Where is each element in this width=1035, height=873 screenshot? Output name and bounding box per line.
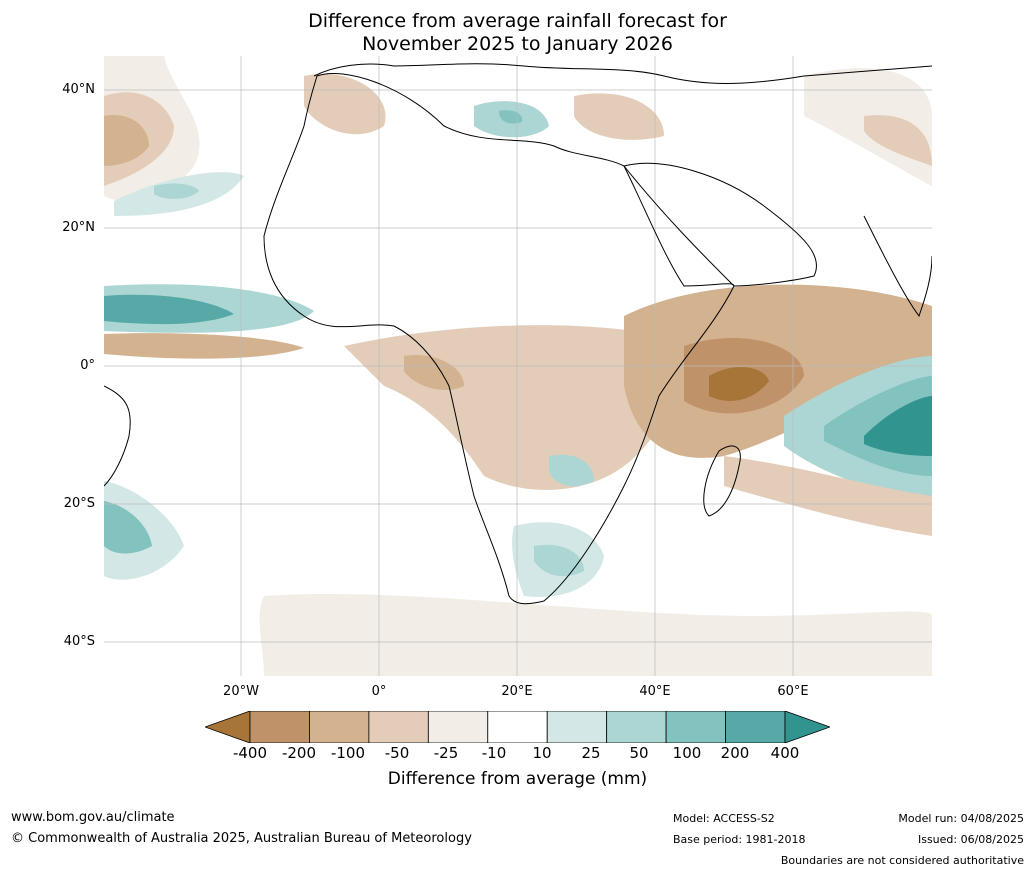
footer-website: www.bom.gov.au/climate [11, 810, 175, 825]
colorbar-segment [249, 711, 310, 743]
wet-region-atlantic-north-core [154, 183, 199, 199]
colorbar-arrow-high [784, 711, 830, 743]
lat-label-40s: 40°S [63, 634, 95, 649]
colorbar-tick: 400 [770, 744, 800, 762]
map-shading [104, 56, 932, 676]
title-line-1: Difference from average rainfall forecas… [308, 10, 727, 32]
colorbar-segment [665, 711, 726, 743]
coastline-madagascar [703, 445, 741, 517]
lat-label-20s: 20°S [63, 496, 95, 511]
lon-label-20e: 20°E [501, 684, 533, 699]
colorbar [205, 711, 830, 743]
colorbar-title: Difference from average (mm) [387, 769, 648, 789]
colorbar-tick: 50 [629, 744, 649, 762]
map-title: Difference from average rainfall forecas… [0, 10, 1035, 56]
colorbar-arrow-low [205, 711, 251, 743]
colorbar-tick: -25 [433, 744, 459, 762]
lat-label-0: 0° [80, 358, 95, 373]
dry-region-mediterranean [304, 74, 386, 135]
footer-disclaimer: Boundaries are not considered authoritat… [780, 854, 1024, 867]
colorbar-segment [487, 711, 548, 743]
colorbar-segment [546, 711, 608, 743]
colorbar-segment [725, 711, 786, 743]
coastlines [104, 63, 932, 605]
coastline-europe [313, 63, 932, 84]
lat-label-20n: 20°N [62, 220, 95, 235]
dry-region-equatorial-atlantic [104, 333, 304, 359]
dry-region-iberia-core [104, 115, 149, 166]
coastline-south-america [104, 385, 131, 487]
wet-region-mediterranean-core [499, 110, 523, 124]
lon-label-40e: 40°E [639, 684, 671, 699]
title-line-2: November 2025 to January 2026 [362, 33, 673, 55]
colorbar-segment [427, 711, 489, 743]
colorbar-segment [606, 711, 667, 743]
graticule [104, 56, 932, 676]
footer-issued: Issued: 06/08/2025 [917, 833, 1024, 846]
lon-label-20w: 20°W [223, 684, 259, 699]
colorbar-tick: 10 [532, 744, 552, 762]
colorbar-tick: -50 [384, 744, 410, 762]
colorbar-tick: 100 [672, 744, 702, 762]
coastline-africa [263, 72, 735, 605]
lat-label-40n: 40°N [62, 82, 95, 97]
dry-region-south-indian [724, 456, 932, 536]
wet-region-southern-africa-core [534, 544, 584, 577]
wet-region-equatorial-atlantic-core [104, 294, 234, 325]
colorbar-tick: 25 [581, 744, 601, 762]
colorbar-tick: -100 [330, 744, 366, 762]
footer-model: Model: ACCESS-S2 [673, 812, 775, 825]
wet-region-madagascar [549, 454, 594, 487]
footer-model-run: Model run: 04/08/2025 [898, 812, 1024, 825]
colorbar-segment [309, 711, 370, 743]
colorbar-tick: -200 [281, 744, 317, 762]
footer-base-period: Base period: 1981-2018 [673, 833, 806, 846]
colorbar-tick: -10 [481, 744, 507, 762]
colorbar-segment [368, 711, 429, 743]
lon-label-60e: 60°E [777, 684, 809, 699]
dry-region-central-africa [344, 325, 672, 490]
dry-region-southern-ocean [259, 593, 932, 676]
coastline-arabia [623, 162, 818, 287]
lon-label-0: 0° [371, 684, 387, 699]
footer-copyright: © Commonwealth of Australia 2025, Austra… [11, 831, 472, 846]
dry-region-congo [404, 355, 464, 391]
wet-region-south-atlantic-core [104, 501, 152, 554]
colorbar-tick: -400 [232, 744, 268, 762]
colorbar-tick: 200 [720, 744, 750, 762]
dry-region-east-africa-strong [709, 366, 769, 401]
dry-region-middle-east-core [864, 115, 932, 166]
rainfall-map [104, 56, 932, 676]
dry-region-eastern-med [574, 93, 664, 140]
coastline-india [863, 215, 932, 318]
wet-region-indian-ocean-core [864, 396, 932, 456]
